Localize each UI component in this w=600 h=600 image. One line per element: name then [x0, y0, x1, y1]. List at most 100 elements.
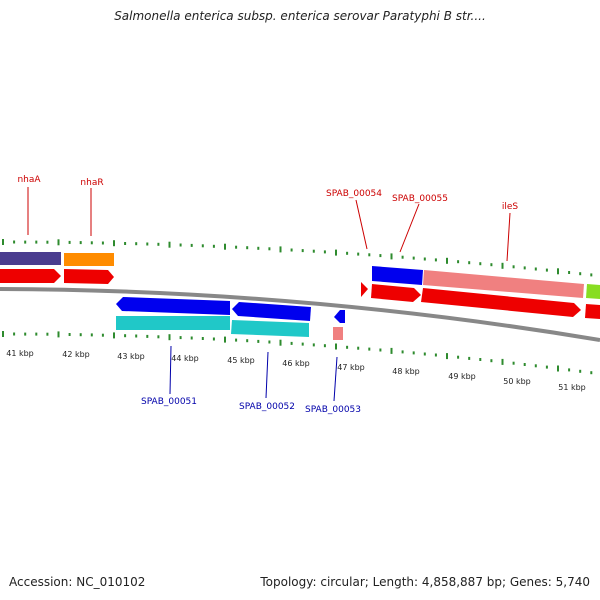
- tick-mark: [523, 266, 526, 270]
- tick-mark: [90, 241, 93, 245]
- tick-mark: [379, 348, 382, 352]
- gene-nhaR-arrow[interactable]: [64, 269, 114, 284]
- genome-backbone: [0, 287, 600, 342]
- tick-mark: [168, 241, 171, 248]
- tick-mark: [46, 240, 49, 244]
- tick-mark: [579, 272, 582, 276]
- tick-mark: [335, 343, 337, 350]
- gene-SPAB_00052-arrow[interactable]: [232, 302, 311, 321]
- gene-label-SPAB_00052[interactable]: SPAB_00052: [239, 402, 295, 412]
- tick-mark: [179, 336, 182, 340]
- tick-mark: [368, 253, 371, 257]
- tick-mark: [101, 333, 104, 337]
- tick-mark: [501, 358, 504, 365]
- tick-mark: [113, 240, 115, 247]
- tick-mark: [401, 350, 404, 354]
- gene-label-SPAB_00053[interactable]: SPAB_00053: [305, 405, 361, 415]
- tick-mark: [579, 369, 582, 373]
- tick-mark: [146, 334, 149, 338]
- genome-stats-text: Topology: circular; Length: 4,858,887 bp…: [260, 575, 590, 589]
- tick-mark: [368, 347, 371, 351]
- tick-mark: [201, 244, 204, 248]
- tick-mark: [13, 240, 16, 244]
- tick-mark: [534, 267, 537, 271]
- kbp-label: 46 kbp: [282, 359, 310, 368]
- tick-mark: [68, 333, 71, 336]
- tick-mark: [401, 255, 404, 259]
- tick-mark: [523, 363, 526, 366]
- accession-text: Accession: NC_010102: [9, 575, 146, 589]
- kbp-label: 50 kbp: [503, 377, 531, 386]
- gene-label-nhaR[interactable]: nhaR: [80, 178, 103, 188]
- tick-mark: [301, 342, 304, 346]
- tick-mark: [157, 335, 160, 339]
- gene-SPAB_00054-arrow[interactable]: [371, 284, 421, 302]
- gene-label-SPAB_00055[interactable]: SPAB_00055: [392, 194, 448, 204]
- gene-label-ileS[interactable]: ileS: [502, 202, 519, 212]
- tick-mark: [268, 247, 271, 251]
- tick-mark: [323, 250, 326, 254]
- gene-SPAB_00053-cog[interactable]: [333, 327, 343, 340]
- tick-mark: [379, 254, 382, 258]
- tick-mark: [257, 339, 260, 343]
- gene-SPAB_00051-arrow[interactable]: [116, 297, 230, 315]
- tick-mark: [479, 262, 482, 266]
- tick-mark: [235, 245, 238, 249]
- tick-mark: [2, 239, 4, 245]
- tick-mark: [490, 359, 493, 363]
- kbp-label: 49 kbp: [448, 372, 476, 381]
- kbp-label: 41 kbp: [6, 349, 34, 358]
- gene-SPAB_00054-cog[interactable]: [372, 266, 423, 285]
- tick-mark: [279, 246, 282, 253]
- tick-mark: [290, 248, 293, 252]
- tick-mark: [534, 364, 537, 368]
- gene-nhaR-cog[interactable]: [64, 253, 114, 266]
- tick-mark: [13, 332, 16, 336]
- gene-SPAB_00055-cog[interactable]: [423, 270, 584, 298]
- tick-mark: [68, 240, 71, 244]
- tick-mark: [468, 261, 471, 265]
- gene-nhaA-arrow[interactable]: [0, 269, 61, 283]
- tick-mark: [157, 242, 160, 246]
- tick-mark: [346, 251, 349, 255]
- gene-SPAB_00054-start-arrow[interactable]: [361, 282, 368, 297]
- gene-nhaA-cog[interactable]: [0, 252, 61, 265]
- tick-mark: [246, 246, 249, 250]
- kbp-label: 48 kbp: [392, 367, 420, 376]
- gene-next-arrow[interactable]: [585, 304, 600, 319]
- gene-SPAB_00052-cog[interactable]: [231, 320, 309, 337]
- tick-mark: [235, 338, 238, 342]
- tick-mark: [390, 253, 393, 260]
- gene-label-SPAB_00054[interactable]: SPAB_00054: [326, 189, 382, 199]
- tick-mark: [346, 345, 349, 349]
- tick-mark: [124, 334, 127, 338]
- tick-mark: [79, 241, 82, 245]
- forward-tick-track: [2, 239, 593, 277]
- tick-mark: [124, 242, 127, 245]
- kbp-label: 51 kbp: [558, 383, 586, 392]
- tick-mark: [323, 344, 326, 348]
- tick-mark: [457, 355, 460, 359]
- tick-mark: [412, 256, 415, 260]
- tick-mark: [257, 246, 260, 250]
- tick-mark: [268, 340, 271, 344]
- tick-mark: [390, 347, 393, 354]
- tick-mark: [590, 371, 593, 375]
- tick-mark: [35, 332, 38, 336]
- tick-mark: [90, 333, 93, 337]
- tick-mark: [2, 331, 4, 337]
- tick-mark: [568, 368, 571, 372]
- tick-mark: [212, 337, 215, 341]
- gene-SPAB_00051-cog[interactable]: [116, 316, 230, 330]
- tick-mark: [279, 339, 282, 346]
- tick-mark: [501, 262, 504, 269]
- gene-label-SPAB_00051[interactable]: SPAB_00051: [141, 397, 197, 407]
- gene-ileS-arrow[interactable]: [421, 288, 581, 317]
- tick-mark: [557, 268, 559, 275]
- tick-mark: [135, 334, 138, 338]
- gene-label-nhaA[interactable]: nhaA: [17, 175, 41, 185]
- gene-SPAB_00053-arrow[interactable]: [334, 310, 345, 323]
- tick-mark: [212, 244, 215, 248]
- gene-ileS-cog[interactable]: [586, 284, 600, 299]
